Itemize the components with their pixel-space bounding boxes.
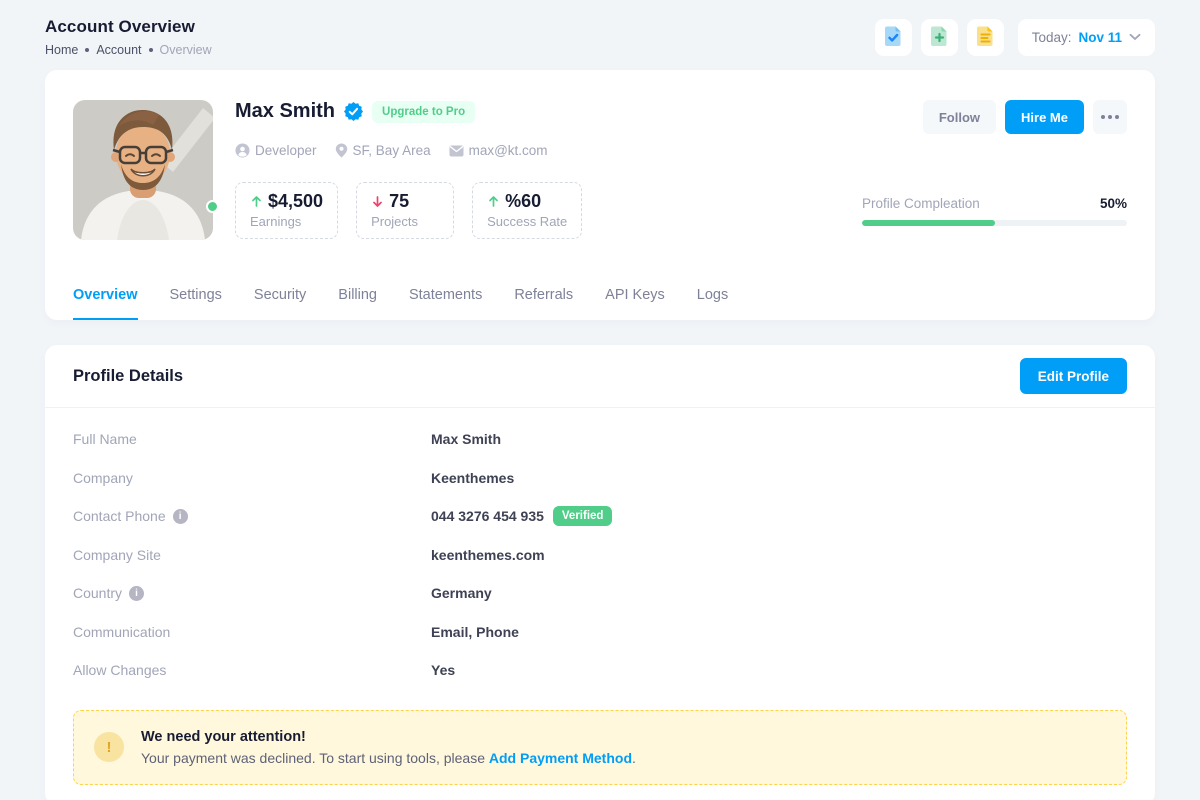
edit-profile-button[interactable]: Edit Profile xyxy=(1019,358,1127,394)
profile-completion: Profile Compleation 50% xyxy=(862,196,1127,226)
tab-logs[interactable]: Logs xyxy=(696,287,729,303)
profile-completion-label: Profile Compleation xyxy=(862,195,980,211)
name-group: Max Smith Upgrade to Pro xyxy=(235,100,476,123)
breadcrumb-overview: Overview xyxy=(159,43,212,57)
user-icon xyxy=(235,143,250,158)
detail-row-allow-changes: Allow Changes Yes xyxy=(73,662,456,679)
detail-row-full-name: Full Name Max Smith xyxy=(73,431,502,448)
payment-warning-alert: ! We need your attention! Your payment w… xyxy=(73,709,1127,785)
tab-statements[interactable]: Statements xyxy=(408,287,483,303)
profile-action-buttons: Follow Hire Me xyxy=(922,100,1127,134)
date-value: Nov 11 xyxy=(1078,29,1122,45)
file-plus-icon xyxy=(929,25,950,50)
alert-title: We need your attention! xyxy=(141,728,306,745)
stat-earnings: $4,500 Earnings xyxy=(235,182,339,239)
tab-referrals[interactable]: Referrals xyxy=(514,287,574,303)
details-title: Profile Details xyxy=(73,366,184,385)
tab-api-keys[interactable]: API Keys xyxy=(605,287,665,303)
date-label: Today: xyxy=(1031,29,1072,45)
detail-row-company-site: Company Site keenthemes.com xyxy=(73,546,545,563)
details-body: Full Name Max Smith Company Keenthemes C… xyxy=(45,408,1155,800)
profile-completion-value: 50% xyxy=(1099,195,1127,211)
tab-settings[interactable]: Settings xyxy=(169,287,222,303)
profile-location[interactable]: SF, Bay Area xyxy=(335,143,431,158)
profile-top-section: Max Smith Upgrade to Pro Follow Hire Me xyxy=(73,100,1127,240)
arrow-up-icon xyxy=(250,195,263,208)
header-actions: Today: Nov 11 xyxy=(874,18,1155,56)
hire-me-button[interactable]: Hire Me xyxy=(1005,100,1084,134)
online-status-dot xyxy=(206,200,219,213)
profile-meta-row: Developer SF, Bay Area max@kt.com xyxy=(235,143,1127,158)
page-title: Account Overview xyxy=(45,17,195,36)
file-plus-button[interactable] xyxy=(920,18,958,56)
stat-projects: 75 Projects xyxy=(356,182,455,239)
date-selector[interactable]: Today: Nov 11 xyxy=(1017,18,1155,56)
breadcrumb-separator-dot xyxy=(148,48,153,52)
map-pin-icon xyxy=(335,143,348,158)
ellipsis-icon xyxy=(1101,115,1105,119)
avatar xyxy=(73,100,219,240)
profile-email[interactable]: max@kt.com xyxy=(449,143,548,158)
account-tabs: Overview Settings Security Billing State… xyxy=(73,277,1127,320)
breadcrumb-separator-dot xyxy=(85,48,90,52)
file-lines-icon xyxy=(975,25,996,50)
profile-stats: $4,500 Earnings 75 Projects xyxy=(235,182,583,239)
add-payment-method-link[interactable]: Add Payment Method xyxy=(488,749,632,766)
page-heading: Account Overview Home Account Overview xyxy=(45,17,212,57)
info-icon[interactable]: i xyxy=(129,585,145,601)
profile-info: Max Smith Upgrade to Pro Follow Hire Me xyxy=(235,100,1127,240)
page-header: Account Overview Home Account Overview T… xyxy=(0,0,1200,70)
details-header: Profile Details Edit Profile xyxy=(45,345,1155,408)
detail-row-communication: Communication Email, Phone xyxy=(73,623,519,640)
avatar-photo xyxy=(73,100,213,240)
chevron-down-icon xyxy=(1129,33,1141,41)
profile-role[interactable]: Developer xyxy=(235,143,317,158)
envelope-icon xyxy=(449,145,464,157)
profile-summary-card: Max Smith Upgrade to Pro Follow Hire Me xyxy=(45,70,1155,320)
exclamation-icon: ! xyxy=(94,732,124,762)
more-options-button[interactable] xyxy=(1093,100,1127,134)
info-icon[interactable]: i xyxy=(172,508,188,524)
file-lines-button[interactable] xyxy=(966,18,1004,56)
detail-row-country: Country i Germany xyxy=(73,585,492,602)
upgrade-to-pro-badge[interactable]: Upgrade to Pro xyxy=(372,100,476,123)
arrow-up-icon xyxy=(487,195,500,208)
progress-bar-fill xyxy=(862,219,995,226)
tab-security[interactable]: Security xyxy=(253,287,307,303)
profile-details-card: Profile Details Edit Profile Full Name M… xyxy=(45,345,1155,800)
tab-billing[interactable]: Billing xyxy=(338,287,377,303)
arrow-down-icon xyxy=(371,195,384,208)
alert-message: Your payment was declined. To start usin… xyxy=(141,749,636,766)
follow-button[interactable]: Follow xyxy=(922,100,997,134)
detail-row-company: Company Keenthemes xyxy=(73,469,515,486)
breadcrumb: Home Account Overview xyxy=(45,43,212,57)
verified-badge-icon xyxy=(344,102,364,121)
verified-badge: Verified xyxy=(552,506,613,527)
detail-row-contact-phone: Contact Phone i 044 3276 454 935 Verifie… xyxy=(73,497,1127,536)
breadcrumb-home[interactable]: Home xyxy=(45,43,79,57)
alert-content: We need your attention! Your payment was… xyxy=(141,729,636,766)
progress-bar xyxy=(862,219,1127,226)
tab-overview[interactable]: Overview xyxy=(73,277,138,320)
profile-name: Max Smith xyxy=(235,100,336,122)
stat-success-rate: %60 Success Rate xyxy=(472,182,583,239)
file-check-button[interactable] xyxy=(874,18,912,56)
breadcrumb-account[interactable]: Account xyxy=(96,43,142,57)
file-check-icon xyxy=(883,25,904,50)
